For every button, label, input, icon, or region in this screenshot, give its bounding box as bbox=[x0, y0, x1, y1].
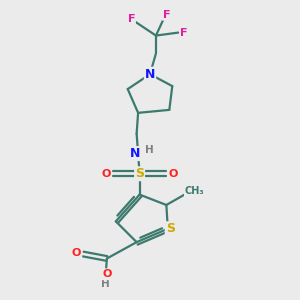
Text: O: O bbox=[168, 169, 178, 179]
Text: O: O bbox=[102, 269, 112, 279]
Text: F: F bbox=[180, 28, 188, 38]
Text: O: O bbox=[102, 169, 111, 179]
Text: H: H bbox=[101, 279, 110, 289]
Text: N: N bbox=[145, 68, 155, 81]
Text: S: S bbox=[166, 222, 175, 235]
Text: H: H bbox=[145, 145, 154, 155]
Text: CH₃: CH₃ bbox=[185, 186, 204, 196]
Text: F: F bbox=[163, 10, 170, 20]
Text: N: N bbox=[130, 147, 140, 160]
Text: F: F bbox=[128, 14, 135, 24]
Text: O: O bbox=[72, 248, 81, 257]
Text: S: S bbox=[135, 167, 144, 180]
